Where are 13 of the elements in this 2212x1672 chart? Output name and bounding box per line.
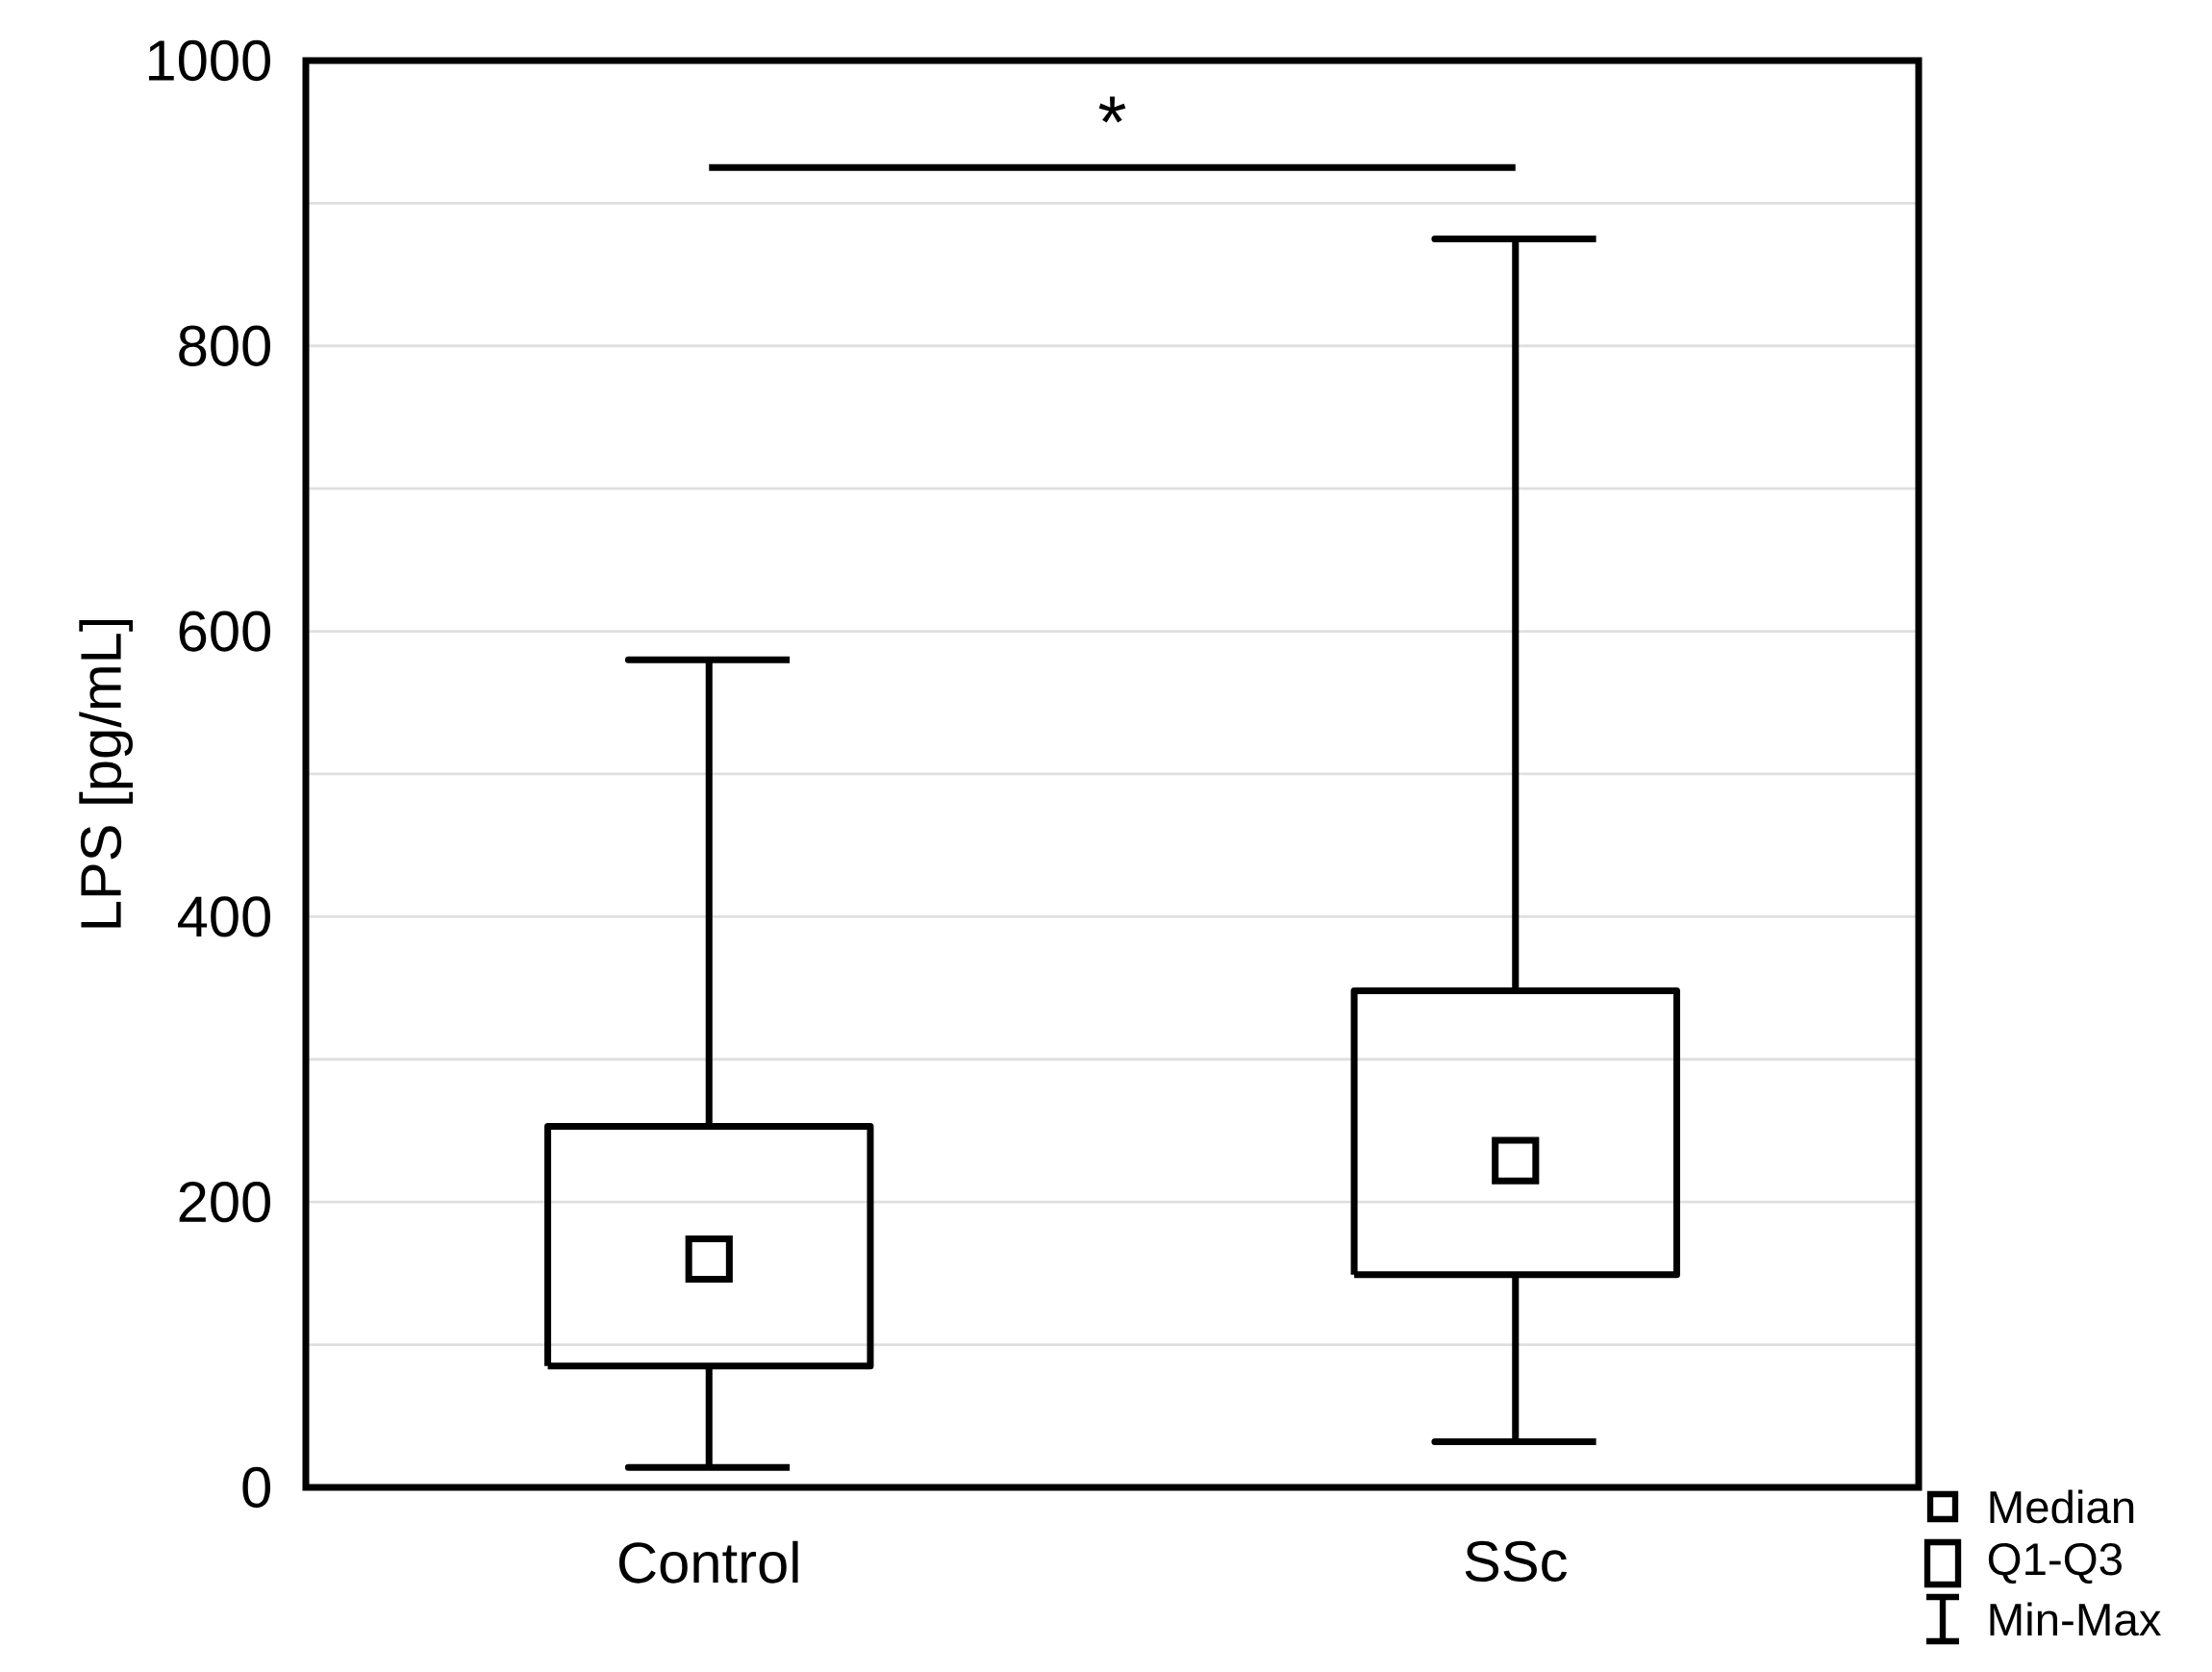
y-tick-label: 400 — [178, 896, 271, 937]
x-tick-label: SSc — [1465, 1540, 1567, 1583]
y-tick-label: 800 — [179, 325, 271, 366]
y-tick-label: 0 — [242, 1466, 271, 1509]
text: Q1-Q3 — [1988, 1542, 2122, 1585]
y-tick-label: 200 — [179, 1182, 271, 1223]
y-tick-label: 1000 — [148, 39, 270, 82]
text: Min-Max — [1990, 1602, 2161, 1636]
y-axis-title: LPS [pg/mL] — [79, 619, 133, 928]
annotation: * — [1098, 96, 1126, 123]
text: Median — [1990, 1489, 2134, 1524]
x-tick-label: Control — [618, 1540, 798, 1584]
y-tick-label: 600 — [179, 611, 271, 652]
